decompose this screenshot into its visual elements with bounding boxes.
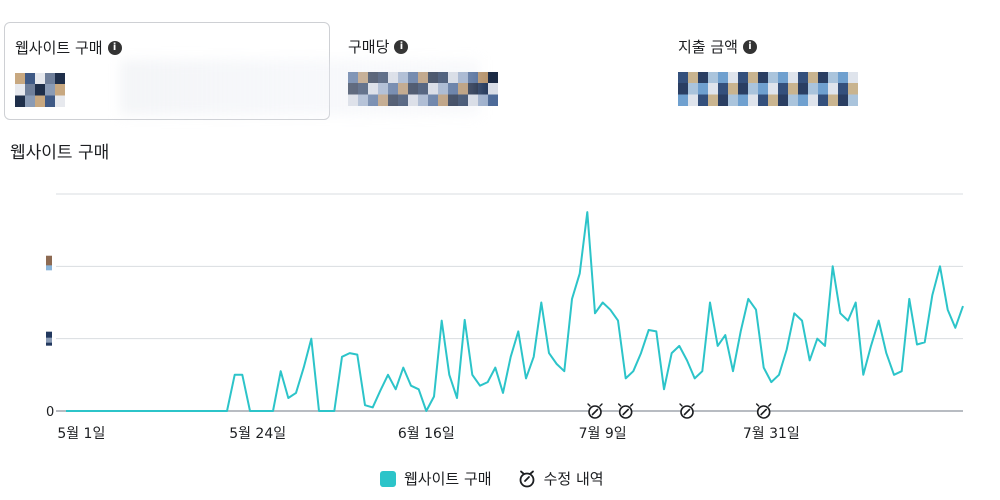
info-icon[interactable]: i — [742, 39, 757, 54]
redacted-pixel — [418, 72, 428, 106]
redacted-pixel — [708, 72, 718, 106]
metric-title: 웹사이트 구매 — [15, 39, 103, 57]
edit-history-icon[interactable] — [617, 403, 634, 419]
redacted-pixel — [718, 72, 728, 106]
edit-history-icon[interactable] — [755, 403, 772, 419]
edit-history-icon — [519, 470, 534, 487]
redacted-pixel — [828, 72, 838, 106]
x-tick-label: 5월 1일 — [57, 426, 105, 442]
redaction-blur — [120, 60, 480, 115]
redacted-pixel — [728, 72, 738, 106]
redacted-pixel — [378, 72, 388, 106]
metric-label: 웹사이트 구매 i — [15, 37, 122, 58]
metric-card-purchases[interactable]: 웹사이트 구매 i — [4, 22, 330, 120]
redacted-y-tick — [46, 255, 52, 270]
metric-value-redacted — [15, 73, 65, 107]
info-icon[interactable]: i — [107, 40, 122, 55]
legend-label: 수정 내역 — [543, 470, 604, 488]
edit-history-icon[interactable] — [587, 403, 603, 419]
redacted-pixel — [488, 72, 498, 106]
x-tick-label: 7월 9일 — [579, 426, 627, 442]
redacted-pixel — [358, 72, 368, 106]
redacted-pixel — [398, 72, 408, 106]
metric-label: 지출 금액 i — [678, 36, 757, 57]
redacted-pixel — [35, 73, 45, 107]
x-tick-label: 7월 31일 — [743, 426, 800, 442]
chart-title: 웹사이트 구매 — [10, 143, 110, 163]
line-chart: 05월 1일 5월 24일 6월 16일 7월 9일 7월 31일 — [46, 193, 964, 442]
metric-value-redacted — [348, 72, 498, 106]
info-icon[interactable]: i — [394, 39, 409, 54]
metric-card-amount-spent[interactable]: 지출 금액 i — [668, 22, 988, 120]
redacted-pixel — [748, 72, 758, 106]
redacted-pixel — [438, 72, 448, 106]
redacted-pixel — [678, 72, 688, 106]
series-line-purchases — [66, 211, 964, 412]
metric-title: 지출 금액 — [678, 38, 738, 56]
metric-label: 구매당 i — [348, 36, 409, 57]
redacted-pixel — [408, 72, 418, 106]
redacted-pixel — [55, 73, 65, 107]
redacted-pixel — [818, 72, 828, 106]
redacted-pixel — [778, 72, 788, 106]
redacted-pixel — [768, 72, 778, 106]
redacted-pixel — [468, 72, 478, 106]
metric-card-cost-per-purchase[interactable]: 구매당 i — [338, 22, 658, 120]
metric-title: 구매당 — [348, 38, 390, 56]
redacted-pixel — [15, 73, 25, 107]
redacted-pixel — [448, 72, 458, 106]
metric-value-redacted — [678, 72, 858, 106]
redacted-pixel — [698, 72, 708, 106]
legend-swatch — [380, 470, 396, 487]
redacted-pixel — [808, 72, 818, 106]
redacted-pixel — [368, 72, 378, 106]
chart-legend: 웹사이트 구매 수정 내역 — [380, 468, 604, 489]
redacted-pixel — [688, 72, 698, 106]
redacted-pixel — [838, 72, 848, 106]
redacted-pixel — [798, 72, 808, 106]
redacted-pixel — [348, 72, 358, 106]
redacted-y-tick — [46, 265, 52, 271]
redacted-pixel — [758, 72, 768, 106]
redacted-pixel — [458, 72, 468, 106]
x-tick-label: 6월 16일 — [398, 426, 455, 442]
redacted-pixel — [848, 72, 858, 106]
redacted-pixel — [738, 72, 748, 106]
y-tick-label: 0 — [46, 405, 54, 420]
redacted-pixel — [25, 73, 35, 107]
redacted-pixel — [45, 73, 55, 107]
legend-label: 웹사이트 구매 — [404, 470, 492, 488]
redacted-pixel — [478, 72, 488, 106]
x-tick-label: 5월 24일 — [229, 426, 286, 442]
redacted-y-tick — [46, 337, 52, 343]
redacted-pixel — [788, 72, 798, 106]
redacted-pixel — [388, 72, 398, 106]
legend-item-edit-history[interactable]: 수정 내역 — [518, 468, 604, 489]
legend-item-purchases[interactable]: 웹사이트 구매 — [380, 468, 492, 489]
edit-history-icon[interactable] — [679, 403, 695, 419]
redacted-pixel — [428, 72, 438, 106]
